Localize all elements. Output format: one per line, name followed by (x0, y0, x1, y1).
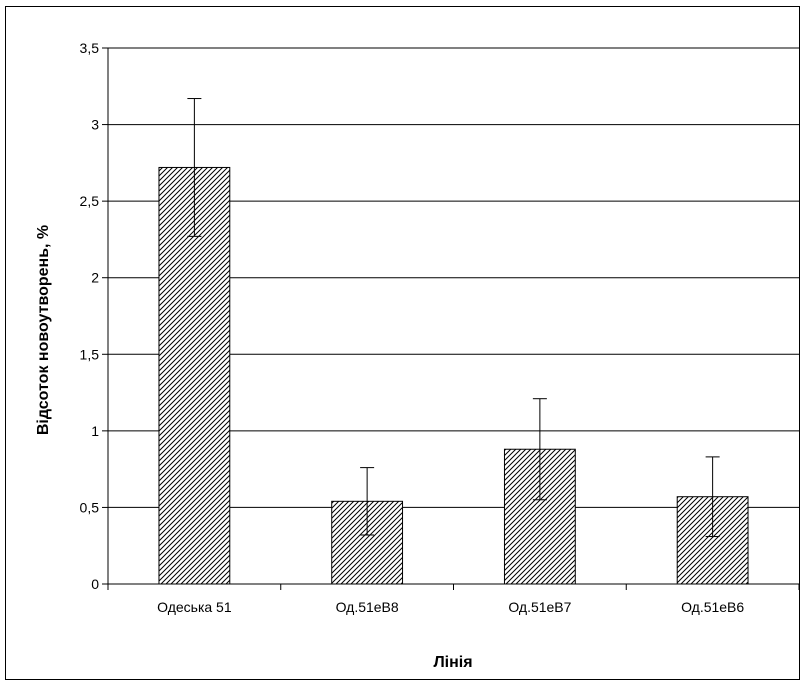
y-tick-label: 1 (91, 423, 99, 439)
x-tick-label: Од.51еВ7 (508, 599, 571, 615)
x-tick-label: Одеська 51 (157, 599, 232, 615)
y-tick-label: 0,5 (80, 499, 100, 515)
y-tick-label: 0 (91, 576, 99, 592)
bar (158, 166, 231, 585)
y-tick-label: 2 (91, 270, 99, 286)
bars (158, 166, 749, 585)
x-axis-title: Лінія (433, 654, 472, 671)
tick-labels: 0 0,5 1 1,5 2 2,5 3 3,5 Одеська 51 Од.51еВ8 Од.51е… (80, 40, 745, 615)
y-tick-label: 2,5 (80, 193, 100, 209)
y-tick-label: 3 (91, 117, 99, 133)
y-tick-label: 1,5 (80, 346, 100, 362)
x-tick-label: Од.51еВ6 (681, 599, 744, 615)
error-bars (187, 98, 720, 538)
y-axis-title: Відсоток новоутворень, % (35, 225, 52, 435)
x-tick-label: Од.51еВ8 (336, 599, 399, 615)
y-tick-label: 3,5 (80, 40, 100, 56)
